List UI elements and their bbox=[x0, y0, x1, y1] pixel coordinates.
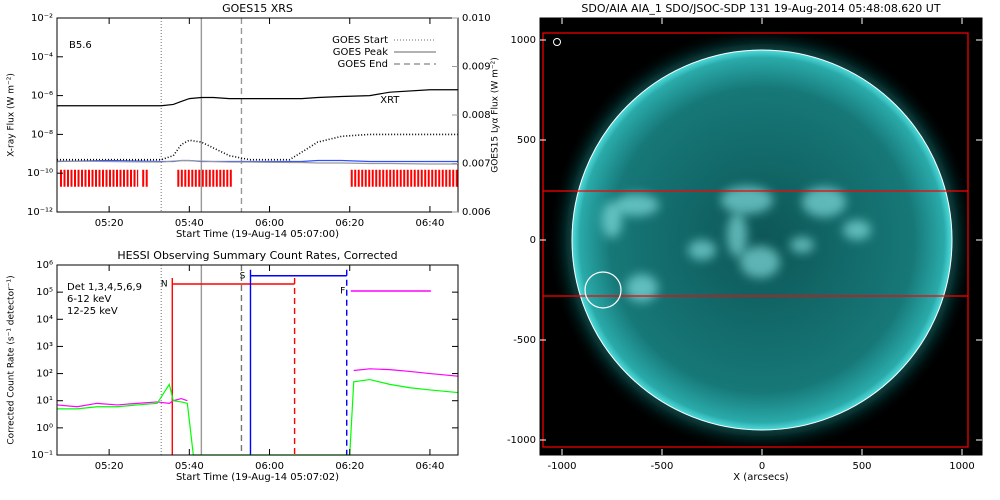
plot-frame bbox=[539, 17, 983, 456]
y-tick-label: 10⁻¹⁰ bbox=[27, 168, 53, 179]
x-tick-label: 05:40 bbox=[175, 218, 204, 229]
active-region bbox=[802, 187, 846, 217]
flag-label: S bbox=[240, 271, 246, 281]
y-tick-label: 500 bbox=[517, 135, 536, 146]
flare-label: AIA flare location bbox=[563, 38, 640, 48]
active-region bbox=[688, 240, 716, 260]
active-region bbox=[740, 246, 780, 278]
x-axis-label: Start Time (19-Aug-14 05:07:00) bbox=[176, 229, 339, 240]
y-tick-label: 10⁻⁶ bbox=[31, 91, 53, 102]
sun-disc bbox=[572, 50, 952, 430]
chart-title: HESSI Observing Summary Count Rates, Cor… bbox=[117, 249, 397, 262]
legend-label: 12-25 keV bbox=[67, 306, 118, 317]
y-tick-label: 10⁴ bbox=[36, 314, 53, 325]
x-tick-label: -500 bbox=[651, 461, 674, 472]
y2-tick-label: 0.006 bbox=[462, 207, 491, 218]
x-axis-label: X (arcsecs) bbox=[733, 472, 789, 483]
y-tick-label: 1000 bbox=[511, 35, 536, 46]
y-tick-label: 10⁶ bbox=[36, 260, 53, 271]
series-line bbox=[56, 159, 458, 165]
x-tick-label: 06:20 bbox=[335, 218, 364, 229]
legend-title: Det 1,3,4,5,6,9 bbox=[67, 282, 142, 293]
x-tick-label: 06:00 bbox=[255, 461, 284, 472]
series-line bbox=[57, 89, 458, 107]
limb-circle bbox=[571, 49, 953, 431]
x-tick-label: 06:00 bbox=[255, 218, 284, 229]
flare-legend-symbol bbox=[553, 38, 561, 46]
legend-label: 6-12 keV bbox=[67, 294, 111, 305]
y2-axis-label: GOES15 Lyα Flux (W m⁻²) bbox=[491, 57, 501, 173]
active-region bbox=[790, 237, 814, 253]
y-tick-label: 10² bbox=[36, 369, 53, 380]
y-tick-label: 10³ bbox=[36, 341, 53, 352]
x-tick-label: 500 bbox=[852, 461, 871, 472]
y-tick-label: 10¹ bbox=[36, 396, 53, 407]
active-region bbox=[626, 274, 658, 302]
active-region bbox=[602, 202, 622, 238]
x-tick-label: 1000 bbox=[949, 461, 974, 472]
y-tick-label: 10⁰ bbox=[36, 423, 53, 434]
y-tick-label: -1000 bbox=[507, 435, 536, 446]
legend-label: GOES End bbox=[338, 59, 388, 70]
y2-tick-label: 0.010 bbox=[462, 13, 491, 24]
y-tick-label: -500 bbox=[513, 335, 536, 346]
series-line bbox=[57, 133, 458, 161]
active-region bbox=[727, 213, 747, 257]
y-tick-label: 10⁻⁸ bbox=[31, 129, 53, 140]
x-tick-label: 05:40 bbox=[175, 461, 204, 472]
y-tick-label: 0 bbox=[530, 235, 536, 246]
annotation: B5.6 bbox=[69, 40, 92, 51]
active-region bbox=[843, 220, 871, 240]
y2-tick-label: 0.007 bbox=[462, 159, 491, 170]
series-line bbox=[57, 378, 459, 456]
chart-title: SDO/AIA AIA_1 SDO/JSOC-SDP 131 19-Aug-20… bbox=[581, 2, 940, 15]
x-tick-label: 05:20 bbox=[95, 218, 124, 229]
y2-tick-label: 0.008 bbox=[462, 110, 491, 121]
x-tick-label: 06:40 bbox=[416, 461, 445, 472]
y-tick-label: 10⁻¹² bbox=[27, 207, 53, 218]
y2-tick-label: 0.009 bbox=[462, 62, 491, 73]
legend-label: GOES Start bbox=[332, 35, 388, 46]
x-tick-label: 06:40 bbox=[416, 218, 445, 229]
x-tick-label: 0 bbox=[759, 461, 765, 472]
y-axis-label: X-ray Flux (W m⁻²) bbox=[7, 73, 17, 157]
y-axis-label: Corrected Count Rate (s⁻¹ detector⁻¹) bbox=[7, 275, 17, 444]
flag-label: N bbox=[161, 279, 168, 289]
legend-label: GOES Peak bbox=[333, 47, 388, 58]
active-region bbox=[721, 186, 773, 214]
series-line bbox=[56, 368, 459, 408]
flare-circle bbox=[584, 271, 622, 309]
x-tick-label: 06:20 bbox=[335, 461, 364, 472]
fov-label: XRT FOV bbox=[550, 424, 589, 434]
x-tick-label: 05:20 bbox=[95, 461, 124, 472]
x-axis-label: Start Time (19-Aug-14 05:07:02) bbox=[176, 472, 339, 483]
y-tick-label: 10⁻² bbox=[31, 13, 53, 24]
y-tick-label: 10⁻⁴ bbox=[31, 52, 53, 63]
series-label: XRT bbox=[380, 95, 400, 106]
y-tick-label: 10⁻¹ bbox=[31, 450, 53, 461]
active-region bbox=[615, 194, 659, 216]
plot-frame bbox=[56, 264, 459, 456]
y-tick-label: 10⁵ bbox=[36, 287, 53, 298]
x-tick-label: -1000 bbox=[547, 461, 576, 472]
chart-title: GOES15 XRS bbox=[222, 2, 293, 15]
flag-label: F bbox=[340, 287, 345, 297]
